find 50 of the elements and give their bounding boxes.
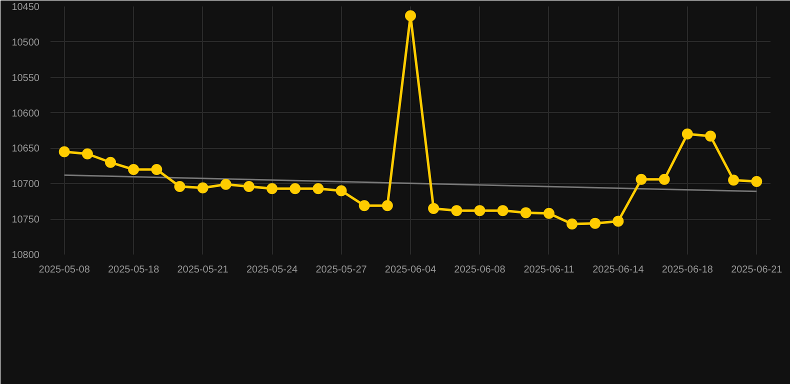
x-tick-label: 2025-05-21 [177, 264, 229, 276]
point [290, 183, 301, 194]
x-tick-label: 2025-05-24 [246, 264, 298, 276]
point [751, 176, 762, 188]
point [220, 178, 232, 190]
point [451, 205, 462, 216]
point [336, 185, 347, 196]
point [128, 164, 140, 175]
point [58, 146, 70, 158]
point [358, 200, 370, 212]
x-tick-label: 2025-06-08 [454, 264, 506, 276]
point [497, 205, 508, 216]
point [197, 182, 208, 194]
point [82, 148, 93, 160]
point [682, 128, 693, 140]
y-tick-label: 10800 [12, 250, 40, 261]
point [566, 218, 578, 230]
x-tick-label: 2025-06-11 [524, 264, 575, 276]
point [174, 180, 186, 192]
x-tick-label: 2025-06-04 [384, 264, 437, 276]
point [728, 174, 740, 186]
point [405, 10, 416, 22]
point [243, 180, 254, 192]
point [151, 164, 162, 175]
point [636, 174, 647, 185]
x-tick-label: 2025-05-18 [108, 264, 160, 276]
point [705, 130, 716, 142]
x-tick-label: 2025-06-14 [592, 264, 644, 276]
y-tick-label: 10750 [12, 214, 40, 226]
point [474, 205, 486, 216]
y-tick-label: 10550 [12, 72, 40, 84]
point [543, 208, 554, 219]
point [382, 200, 393, 212]
y-tick-label: 10700 [12, 179, 40, 190]
x-tick-label: 2025-06-21 [731, 264, 783, 276]
point [612, 216, 624, 227]
point [428, 202, 440, 214]
point [520, 207, 532, 218]
point [590, 218, 601, 229]
x-tick-label: 2025-06-18 [662, 264, 714, 276]
point [266, 183, 278, 194]
point [105, 156, 116, 168]
x-tick-label: 2025-05-08 [38, 264, 90, 276]
point [312, 183, 324, 194]
y-tick-label: 10650 [12, 144, 40, 155]
y-tick-label: 10500 [12, 37, 40, 48]
point [658, 174, 670, 185]
y-tick-label: 10600 [12, 108, 40, 120]
y-tick-label: 10450 [12, 2, 40, 13]
x-tick-label: 2025-05-27 [316, 264, 368, 276]
